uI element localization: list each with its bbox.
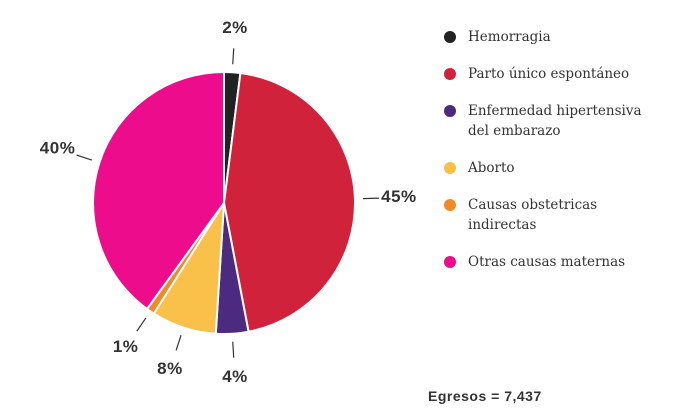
value-label: 45% — [381, 187, 417, 206]
legend: Hemorragia Parto único espontáneo Enfermed… — [442, 27, 643, 272]
value-label: 2% — [222, 18, 248, 37]
legend-swatch — [444, 31, 456, 43]
leader-line — [362, 197, 379, 200]
leader-line — [232, 48, 235, 65]
legend-item: Parto único espontáneo — [442, 64, 643, 84]
legend-item: Otras causas maternas — [442, 252, 643, 272]
pie-slice — [222, 71, 356, 333]
legend-swatch — [444, 68, 456, 80]
legend-item: Hemorragia — [442, 27, 643, 47]
legend-label: Causas obstetricas indirectas — [468, 197, 598, 233]
legend-swatch — [444, 162, 456, 174]
pie-slice — [92, 70, 225, 311]
legend-label: Hemorragia — [468, 29, 551, 45]
legend-item: Enfermedad hipertensiva del embarazo — [442, 101, 643, 141]
leader-line — [136, 317, 147, 332]
value-label: 1% — [113, 337, 139, 356]
legend-label: Enfermedad hipertensiva del embarazo — [468, 103, 642, 139]
legend-swatch — [444, 105, 456, 117]
value-label: 8% — [157, 359, 183, 378]
legend-item: Aborto — [442, 158, 643, 178]
value-label: 4% — [222, 367, 248, 386]
annotation: Egresos = 7,437 — [428, 388, 542, 404]
legend-item: Causas obstetricas indirectas — [442, 195, 643, 235]
leader-line — [175, 335, 182, 351]
legend-label: Otras causas maternas — [468, 254, 626, 270]
legend-label: Parto único espontáneo — [468, 66, 630, 82]
value-label: 40% — [40, 138, 76, 157]
legend-label: Aborto — [468, 160, 515, 176]
leader-line — [76, 154, 92, 161]
legend-swatch — [444, 256, 456, 268]
legend-swatch — [444, 199, 456, 211]
leader-line — [232, 341, 235, 358]
